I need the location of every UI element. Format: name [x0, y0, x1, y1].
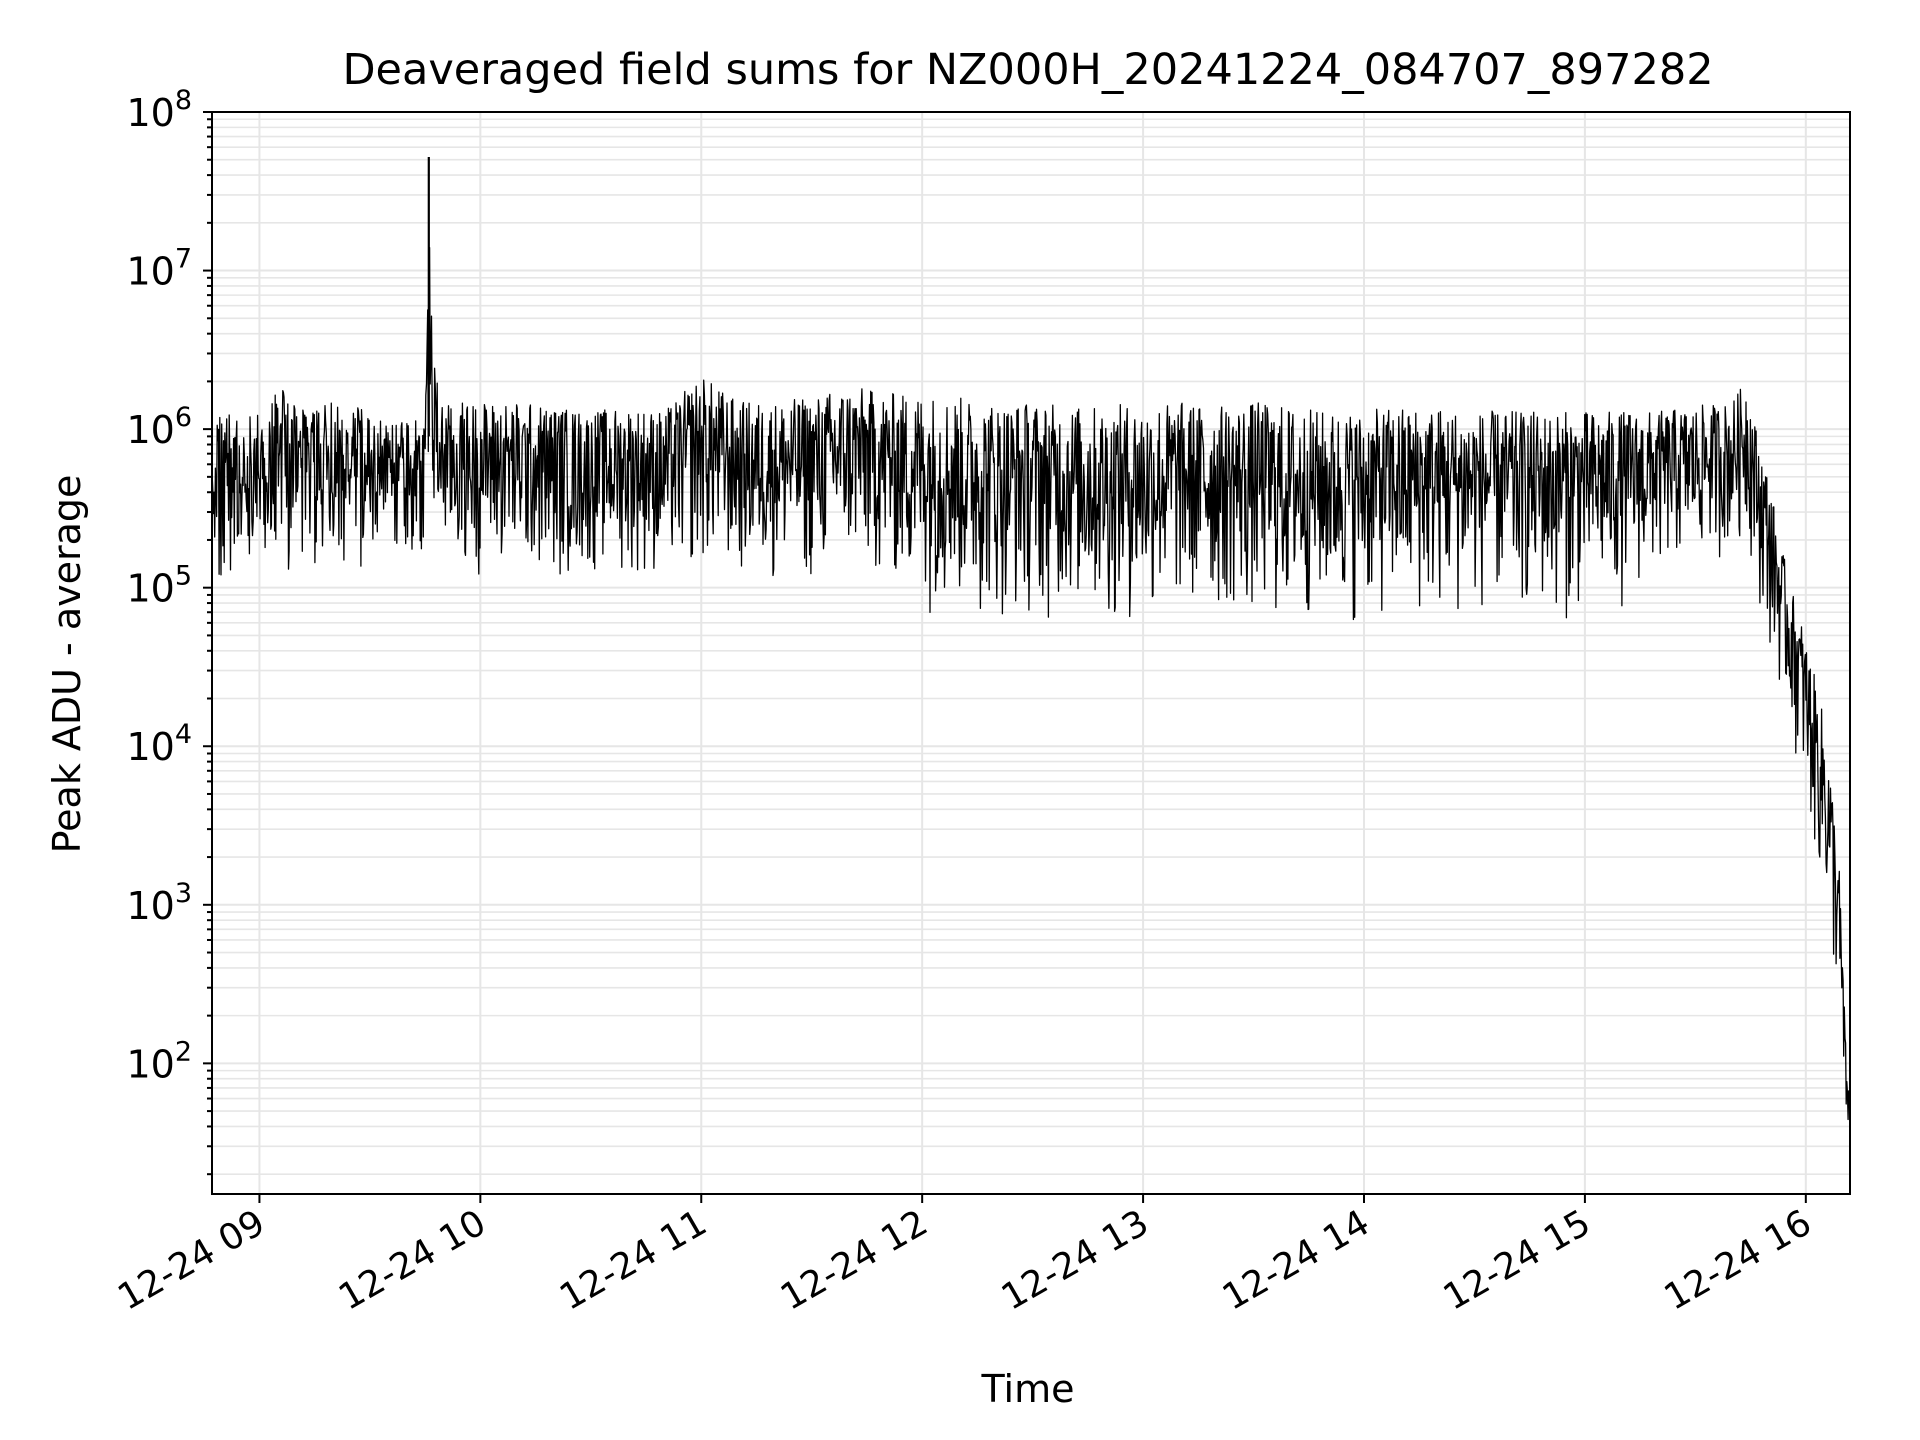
chart-title: Deaveraged field sums for NZ000H_2024122…: [342, 45, 1713, 95]
y-tick-label: 105: [126, 561, 192, 611]
plot-frame: [211, 111, 1851, 1195]
y-tick-label: 107: [126, 244, 192, 294]
series-line: [210, 246, 1851, 1121]
y-tick-label: 104: [126, 719, 192, 769]
x-axis-label: Time: [981, 1367, 1075, 1411]
y-axis-label: Peak ADU - average: [45, 475, 89, 854]
y-tick-label: 103: [126, 878, 192, 928]
y-tick-label: 102: [126, 1036, 192, 1086]
y-tick-label: 108: [126, 85, 192, 135]
series: [210, 157, 1851, 1121]
y-tick-label: 106: [126, 402, 192, 452]
